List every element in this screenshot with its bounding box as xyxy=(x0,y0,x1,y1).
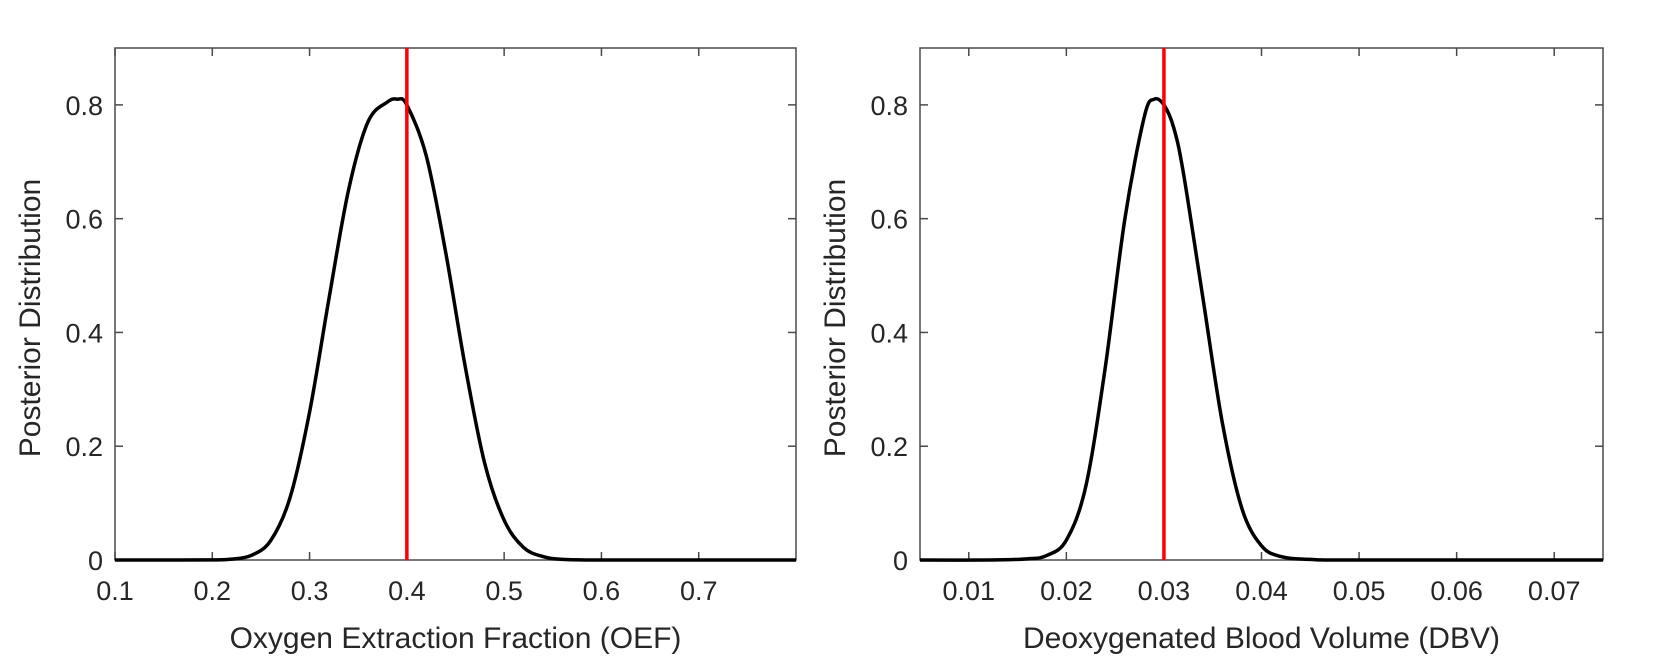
x-tick-label: 0.4 xyxy=(388,576,426,606)
y-tick-label: 0.4 xyxy=(65,318,103,348)
y-tick-label: 0.2 xyxy=(870,432,908,462)
y-tick-label: 0.8 xyxy=(870,91,908,121)
x-tick-label: 0.3 xyxy=(291,576,329,606)
y-tick-label: 0 xyxy=(893,546,908,576)
y-tick-label: 0.2 xyxy=(65,432,103,462)
y-axis-label: Posterior Distribution xyxy=(819,179,852,457)
x-tick-label: 0.1 xyxy=(96,576,134,606)
y-tick-label: 0 xyxy=(88,546,103,576)
x-axis-label: Oxygen Extraction Fraction (OEF) xyxy=(230,622,682,655)
x-tick-label: 0.7 xyxy=(680,576,718,606)
x-tick-label: 0.06 xyxy=(1430,576,1483,606)
posterior-curve xyxy=(919,96,1604,562)
y-tick-label: 0.6 xyxy=(65,205,103,235)
x-tick-label: 0.05 xyxy=(1333,576,1386,606)
y-tick-label: 0.8 xyxy=(65,91,103,121)
x-axis-label: Deoxygenated Blood Volume (DBV) xyxy=(1023,622,1500,655)
x-tick-label: 0.2 xyxy=(194,576,232,606)
chart-panel-1: 0.1 0.2 0.3 0.4 0.5 0.6 0.7 0 0.2 0.4 0.6 0.8 Oxygen… xyxy=(14,47,797,655)
x-tick-label: 0.03 xyxy=(1138,576,1191,606)
x-tick-label: 0.6 xyxy=(583,576,621,606)
x-tick-label: 0.01 xyxy=(943,576,996,606)
y-tick-label: 0.6 xyxy=(870,205,908,235)
posterior-curve xyxy=(114,96,796,562)
x-tick-label: 0.5 xyxy=(485,576,523,606)
x-tick-label: 0.04 xyxy=(1235,576,1288,606)
x-tick-label: 0.07 xyxy=(1528,576,1581,606)
x-tick-label: 0.02 xyxy=(1040,576,1093,606)
chart-panel-2: 0.01 0.02 0.03 0.04 0.05 0.06 0.07 0 0.2 0.4 0.6 0.… xyxy=(819,47,1604,655)
y-axis-label: Posterior Distribution xyxy=(14,179,47,457)
plot-area-border xyxy=(919,47,1604,561)
y-tick-label: 0.4 xyxy=(870,318,908,348)
plot-area-border xyxy=(114,47,797,561)
